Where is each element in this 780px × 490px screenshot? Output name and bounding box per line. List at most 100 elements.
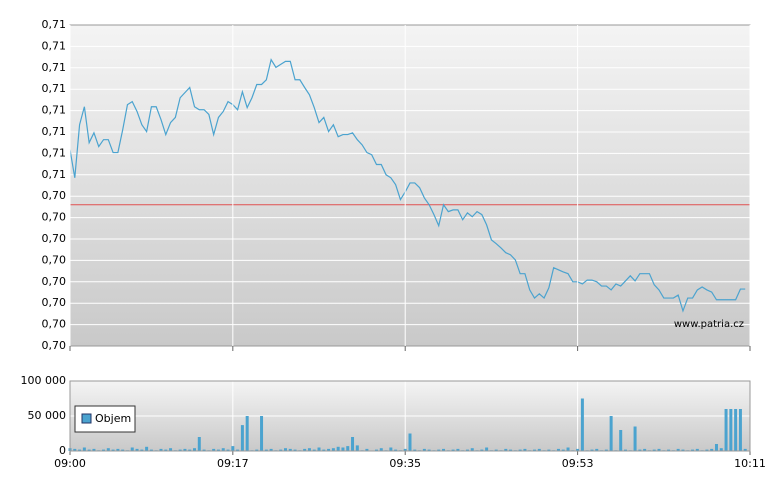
- volume-bar: [714, 444, 718, 451]
- volume-bar: [657, 448, 661, 451]
- volume-bar: [341, 447, 345, 451]
- volume-bar: [365, 448, 369, 451]
- volume-bar: [566, 447, 570, 451]
- volume-bar: [212, 448, 216, 451]
- volume-bar: [734, 409, 738, 451]
- y-tick-label: 0,70: [42, 189, 67, 202]
- y-tick-label: 0,70: [42, 296, 67, 309]
- volume-bar: [480, 449, 484, 451]
- volume-bar: [576, 448, 580, 451]
- volume-bar: [623, 449, 627, 451]
- y-tick-label: 0: [59, 444, 66, 457]
- volume-bar: [451, 449, 455, 451]
- volume-bar: [336, 446, 340, 451]
- volume-bar: [408, 433, 412, 451]
- volume-bar: [327, 448, 331, 451]
- volume-bar: [159, 448, 163, 451]
- y-tick-label: 0,71: [42, 104, 67, 117]
- y-tick-label: 0,70: [42, 339, 67, 352]
- volume-bar: [202, 449, 206, 451]
- volume-bar: [681, 449, 685, 451]
- volume-bar: [307, 448, 311, 451]
- volume-bar: [465, 449, 469, 451]
- volume-bar: [355, 445, 359, 451]
- volume-bar: [691, 449, 695, 451]
- volume-bar: [643, 448, 647, 451]
- volume-bar: [504, 448, 508, 451]
- volume-bar: [116, 448, 120, 451]
- volume-bar: [197, 437, 201, 451]
- volume-bar: [561, 449, 565, 451]
- volume-bar: [485, 447, 489, 451]
- volume-bar: [188, 449, 192, 451]
- x-tick-label: 09:17: [217, 457, 249, 470]
- y-tick-label: 0,71: [42, 39, 67, 52]
- volume-bar: [547, 449, 551, 451]
- x-tick-label: 09:35: [389, 457, 421, 470]
- legend-label: Objem: [95, 412, 131, 425]
- volume-bar: [667, 449, 671, 451]
- volume-bar: [633, 426, 637, 451]
- volume-bar: [537, 448, 541, 451]
- volume-bar: [269, 448, 273, 451]
- y-tick-label: 0,70: [42, 318, 67, 331]
- volume-bar: [509, 449, 513, 451]
- volume-bar: [619, 430, 623, 451]
- volume-bar: [518, 449, 522, 451]
- plot-border: [69, 380, 751, 452]
- y-tick-label: 0,71: [42, 125, 67, 138]
- legend-swatch: [81, 413, 92, 424]
- volume-bar: [216, 449, 220, 451]
- volume-bar: [260, 416, 264, 451]
- y-tick-label: 0,71: [42, 168, 67, 181]
- y-tick-label: 0,71: [42, 82, 67, 95]
- volume-bar: [102, 449, 106, 451]
- volume-bar: [394, 449, 398, 451]
- y-tick-label: 0,70: [42, 275, 67, 288]
- watermark: www.patria.cz: [674, 319, 744, 330]
- y-tick-label: 0,70: [42, 211, 67, 224]
- volume-bar: [719, 448, 723, 451]
- volume-bar: [279, 449, 283, 451]
- volume-bar: [533, 449, 537, 451]
- volume-bar: [695, 448, 699, 451]
- volume-bar: [140, 449, 144, 451]
- volume-bar: [183, 448, 187, 451]
- volume-bar: [595, 448, 599, 451]
- volume-bar: [283, 448, 287, 451]
- volume-bar: [374, 449, 378, 451]
- x-tick-label: 10:11: [734, 457, 766, 470]
- volume-bar: [240, 425, 244, 451]
- volume-bar: [389, 447, 393, 451]
- volume-bar: [73, 448, 77, 451]
- x-tick-label: 09:00: [54, 457, 86, 470]
- volume-bar: [288, 448, 292, 451]
- volume-bar: [106, 448, 110, 451]
- volume-bar: [226, 449, 230, 451]
- volume-bar: [422, 448, 426, 451]
- volume-bar: [590, 449, 594, 451]
- y-tick-label: 0,71: [42, 61, 67, 74]
- volume-bar: [92, 448, 96, 451]
- price-plot-area: [70, 25, 750, 346]
- volume-bar: [178, 449, 182, 451]
- volume-bar: [164, 449, 168, 451]
- y-tick-label: 0,70: [42, 253, 67, 266]
- volume-bar: [604, 449, 608, 451]
- volume-bar: [322, 449, 326, 451]
- volume-bar: [738, 409, 742, 451]
- volume-bar: [710, 448, 714, 451]
- volume-bar: [427, 449, 431, 451]
- y-tick-label: 100 000: [21, 374, 67, 387]
- volume-bar: [638, 449, 642, 451]
- y-tick-label: 0,71: [42, 146, 67, 159]
- price-line: [69, 58, 746, 313]
- volume-bar: [255, 449, 259, 451]
- volume-bar: [293, 449, 297, 451]
- volume-bar: [470, 448, 474, 451]
- volume-bar: [303, 448, 307, 451]
- volume-bar: [676, 448, 680, 451]
- volume-bar: [580, 398, 584, 451]
- volume-bar: [121, 449, 125, 451]
